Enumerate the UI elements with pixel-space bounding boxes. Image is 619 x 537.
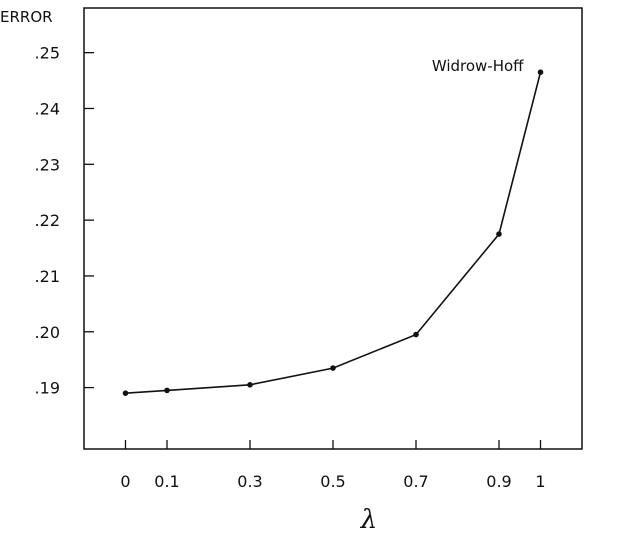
y-tick-label: .23 (35, 155, 60, 174)
y-tick-label: .19 (35, 379, 60, 398)
y-ticks: .19 .20 .21 .22 .23 .24 .25 (35, 44, 94, 398)
data-point (496, 231, 502, 237)
x-ticks: 0 0.1 0.3 0.5 0.7 0.9 1 (120, 440, 546, 491)
data-point (330, 365, 336, 371)
y-tick-label: .22 (35, 211, 60, 230)
x-tick-label: 0.7 (403, 472, 428, 491)
data-point (413, 331, 419, 338)
x-axis-label: λ (360, 505, 377, 535)
x-tick-label: 0 (120, 472, 130, 491)
y-axis-label: ERROR (0, 8, 53, 26)
x-tick-label: 0.5 (320, 472, 345, 491)
y-tick-label: .21 (35, 267, 60, 286)
data-point (537, 69, 544, 75)
x-tick-label: 0.3 (237, 472, 262, 491)
data-point (164, 387, 170, 394)
x-tick-label: 0.9 (486, 472, 511, 491)
data-point (247, 382, 253, 388)
x-tick-label: 0.1 (154, 472, 179, 491)
widrow-hoff-annotation: Widrow-Hoff (432, 57, 524, 75)
y-tick-label: .24 (35, 99, 60, 118)
data-points (122, 69, 544, 396)
y-tick-label: .25 (35, 44, 60, 63)
x-tick-label: 1 (535, 472, 545, 491)
y-tick-label: .20 (35, 323, 60, 342)
data-point (122, 390, 129, 396)
series-line (125, 72, 542, 394)
